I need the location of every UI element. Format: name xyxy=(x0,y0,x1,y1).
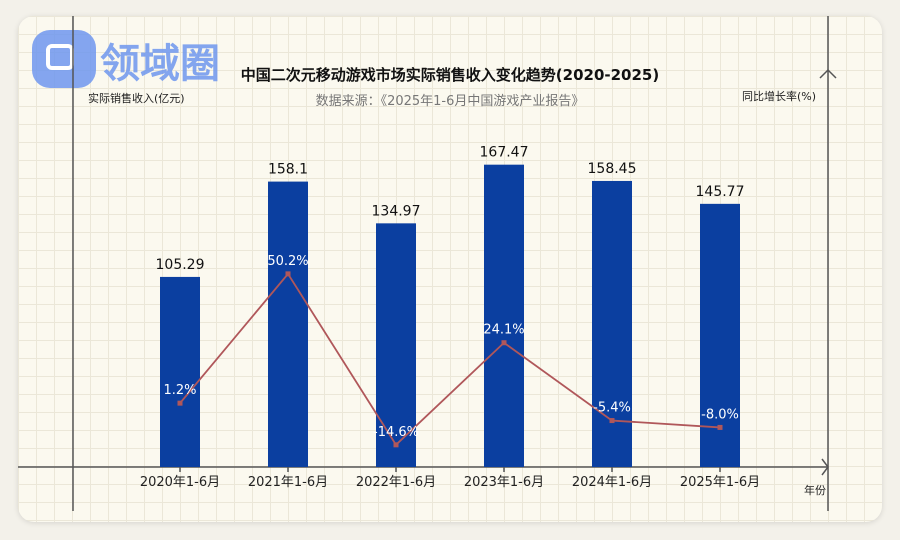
watermark: 领域圈 xyxy=(32,30,220,88)
bar xyxy=(592,180,632,467)
bar-value-label: 145.77 xyxy=(696,184,745,200)
line-point xyxy=(177,400,183,406)
bar-value-label: 167.47 xyxy=(480,145,529,161)
line-point xyxy=(501,340,507,346)
bar xyxy=(160,276,200,467)
chart-subtitle: 数据来源：《2025年1-6月中国游戏产业报告》 xyxy=(316,94,585,109)
bar-value-label: 158.45 xyxy=(588,161,637,177)
x-tick-label: 2021年1-6月 xyxy=(248,475,328,490)
watermark-logo-icon xyxy=(32,30,96,88)
line-value-label: 1.2% xyxy=(163,383,196,398)
x-tick-label: 2024年1-6月 xyxy=(572,475,652,490)
y-axis-label: 实际销售收入(亿元) xyxy=(88,91,185,105)
line-point xyxy=(717,424,723,430)
bar xyxy=(268,181,308,467)
line-value-label: 24.1% xyxy=(483,323,524,338)
axes xyxy=(18,16,837,511)
bar xyxy=(700,203,740,467)
x-axis-arrow-icon xyxy=(821,458,829,476)
bar-series: 105.29 158.1 134.97 167.47 158.45 145.77 xyxy=(156,145,745,467)
x-tick-label: 2025年1-6月 xyxy=(680,475,760,490)
chart-canvas: 领域圈 中国二次元移动游戏市场实际销售收入变化趋势(2020-2025) 数据来… xyxy=(18,16,837,511)
x-tick-labels: 2020年1-6月 2021年1-6月 2022年1-6月 2023年1-6月 2024… xyxy=(140,467,760,490)
bar xyxy=(484,164,524,467)
x-axis-label: 年份 xyxy=(804,483,826,497)
watermark-logo-inner-icon xyxy=(46,44,74,70)
y2-axis-label: 同比增长率(%) xyxy=(742,89,816,103)
bar xyxy=(376,223,416,467)
chart-card: 领域圈 中国二次元移动游戏市场实际销售收入变化趋势(2020-2025) 数据来… xyxy=(18,16,882,522)
bar-value-label: 105.29 xyxy=(156,257,205,273)
bar-value-label: 134.97 xyxy=(372,203,421,219)
line-value-label: -8.0% xyxy=(701,407,739,422)
chart-title: 中国二次元移动游戏市场实际销售收入变化趋势(2020-2025) xyxy=(241,66,659,84)
x-tick-label: 2022年1-6月 xyxy=(356,475,436,490)
x-tick-label: 2020年1-6月 xyxy=(140,475,220,490)
watermark-text: 领域圈 xyxy=(100,41,220,87)
line-point xyxy=(393,442,399,448)
y2-axis-arrow-icon xyxy=(819,68,837,79)
bar-value-label: 158.1 xyxy=(268,162,308,178)
x-tick-label: 2023年1-6月 xyxy=(464,475,544,490)
line-series: 1.2% 50.2% -14.6% 24.1% -5.4% -8.0% xyxy=(163,254,739,448)
line-value-label: -14.6% xyxy=(373,425,419,440)
line-value-label: 50.2% xyxy=(267,254,308,269)
line-point xyxy=(609,418,615,424)
line-value-label: -5.4% xyxy=(593,401,631,416)
growth-line xyxy=(179,272,721,447)
line-point xyxy=(285,271,291,277)
